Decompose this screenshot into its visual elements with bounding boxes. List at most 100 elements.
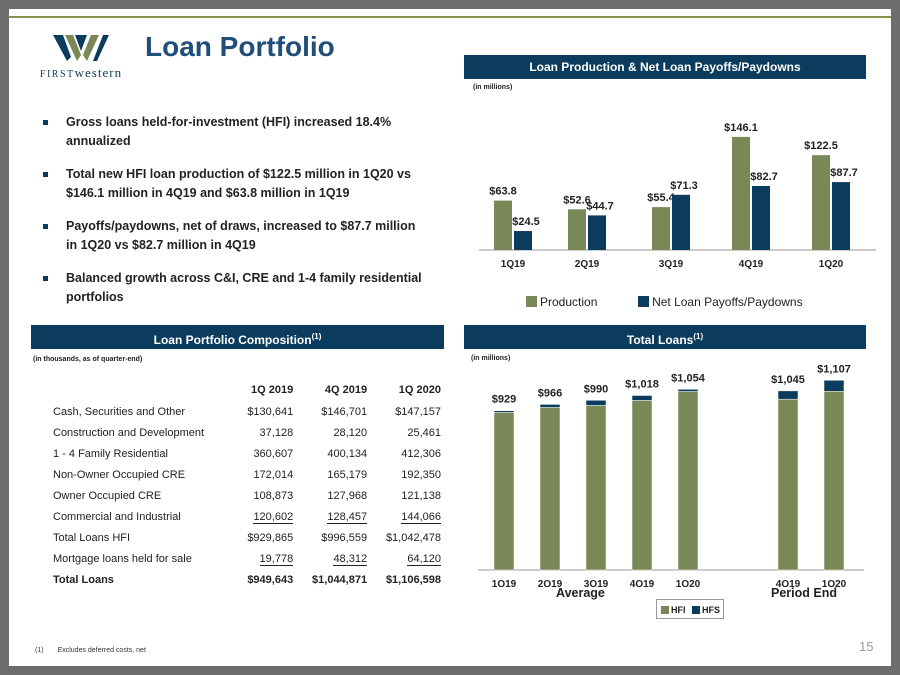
data-label: $24.5 <box>512 216 540 228</box>
total-loans-chart: $929 1Q19 $966 2Q19 $990 3Q19 $1,018 4Q19 $1,054… <box>478 363 864 587</box>
table-cell: 37,128 <box>259 426 294 439</box>
bar-hfs <box>677 389 699 392</box>
page-number: 15 <box>859 639 874 654</box>
legend-swatch-production <box>526 296 537 307</box>
x-tick-label: 4Q19 <box>739 259 764 270</box>
total-loans-legend: HFI HFS <box>656 599 724 619</box>
column-header: 1Q 2020 <box>398 384 441 396</box>
data-label: $55.4 <box>647 192 675 204</box>
bar-production <box>812 155 830 250</box>
bullet-item: Total new HFI loan production of $122.5 … <box>31 165 426 203</box>
bar-hfi <box>677 391 699 571</box>
bar-hfs <box>539 404 561 408</box>
table-cell: 19,778 <box>234 548 296 569</box>
legend-label-payoffs: Net Loan Payoffs/Paydowns <box>652 295 803 309</box>
production-chart: $63.8 $24.5 1Q19 $52.6$44.7 2Q19 $55.4$71.3 3Q… <box>479 122 876 270</box>
bar-hfs <box>777 390 799 400</box>
group-label-average: Average <box>556 586 605 600</box>
table-row: 1 - 4 Family Residential 360,607 400,134 41… <box>31 443 444 464</box>
table-cell: $1,044,871 <box>312 573 368 586</box>
table-row: Cash, Securities and Other $130,641 $146,7… <box>31 401 444 422</box>
production-legend: Production Net Loan Payoffs/Paydowns <box>526 295 803 309</box>
logo: FIRSTwestern <box>25 33 137 89</box>
bullet-square-icon <box>43 120 48 125</box>
table-row: Mortgage loans held for sale 19,778 48,312… <box>31 548 444 569</box>
composition-units: (in thousands, as of quarter-end) <box>33 356 143 363</box>
legend-label-production: Production <box>540 295 598 309</box>
x-tick-label: 1Q20 <box>819 259 844 270</box>
table-cell: 400,134 <box>327 447 368 460</box>
table-row: Total Loans HFI $929,865 $996,559 $1,042,47… <box>31 527 444 548</box>
x-tick-label: 2Q19 <box>575 259 600 270</box>
bullet-item: Payoffs/paydowns, net of draws, increase… <box>31 217 426 255</box>
production-units: (in millions) <box>473 84 513 91</box>
row-label: Cash, Securities and Other <box>53 405 186 418</box>
table-cell: 64,120 <box>370 548 444 569</box>
data-label: $87.7 <box>830 167 858 179</box>
column-header: 4Q 2019 <box>324 384 368 396</box>
row-label: Mortgage loans held for sale <box>53 552 192 565</box>
row-label: Total Loans <box>53 573 114 586</box>
table-cell: 144,066 <box>370 506 444 527</box>
slide: FIRSTwestern Loan Portfolio Gross loans … <box>9 9 891 666</box>
data-label: $63.8 <box>489 186 517 198</box>
bullet-square-icon <box>43 224 48 229</box>
row-label: 1 - 4 Family Residential <box>53 447 168 460</box>
bar-hfs <box>823 380 845 392</box>
x-tick-label: 1Q19 <box>501 259 526 270</box>
data-label: $52.6 <box>563 194 591 206</box>
table-cell: 120,602 <box>234 506 296 527</box>
bullet-item: Balanced growth across C&I, CRE and 1-4 … <box>31 269 426 307</box>
group-label-period-end: Period End <box>771 586 837 600</box>
table-cell: $1,042,478 <box>385 531 441 544</box>
bar-production <box>732 136 750 250</box>
bar-hfi <box>777 398 799 571</box>
data-label: $44.7 <box>586 200 614 212</box>
bar-hfi <box>631 400 653 571</box>
bar-production <box>568 209 586 250</box>
table-cell: 108,873 <box>253 489 294 502</box>
total-label: $1,107 <box>817 363 851 375</box>
table-cell: 48,312 <box>296 548 370 569</box>
table-header-row: 1Q 2019 4Q 2019 1Q 2020 <box>31 379 444 401</box>
table-row: Total Loans $949,643 $1,044,871 $1,106,598 <box>31 569 444 590</box>
x-tick-label: 4Q19 <box>630 579 655 587</box>
bar-payoffs <box>514 231 532 250</box>
table-row: Non-Owner Occupied CRE 172,014 165,179 192,… <box>31 464 444 485</box>
table-cell: 25,461 <box>407 426 441 439</box>
table-row: Owner Occupied CRE 108,873 127,968 121,138 <box>31 485 444 506</box>
bar-production <box>652 207 670 250</box>
table-cell: $146,701 <box>321 405 368 418</box>
data-label: $146.1 <box>724 122 758 134</box>
x-tick-label: 4Q19 <box>776 579 801 587</box>
table-cell: 360,607 <box>253 447 294 460</box>
x-tick-label: 1Q20 <box>676 579 701 587</box>
bar-hfs <box>493 410 515 413</box>
cell-value: 128,457 <box>327 510 368 524</box>
bullet-square-icon <box>43 172 48 177</box>
cell-value: 144,066 <box>401 510 441 524</box>
legend-label-hfi: HFI <box>671 605 686 615</box>
table-row: Construction and Development 37,128 28,120… <box>31 422 444 443</box>
table-cell: $996,559 <box>321 531 368 544</box>
page-title: Loan Portfolio <box>145 31 335 62</box>
total-loans-panel-header: Total Loans(1) <box>464 325 866 349</box>
table-cell: $130,641 <box>247 405 294 418</box>
bar-hfs <box>585 400 607 406</box>
table-cell: 128,457 <box>296 506 370 527</box>
data-label: $71.3 <box>670 180 698 192</box>
table-cell: 28,120 <box>333 426 368 439</box>
x-tick-label: 1Q20 <box>822 579 847 587</box>
table-cell: 127,968 <box>327 489 368 502</box>
table-cell: 165,179 <box>327 468 368 481</box>
bar-hfs <box>631 395 653 401</box>
bar-hfi <box>823 391 845 571</box>
table-cell: $1,106,598 <box>385 573 441 586</box>
total-label: $1,018 <box>625 378 659 390</box>
bullet-item: Gross loans held-for-investment (HFI) in… <box>31 113 426 151</box>
total-label: $966 <box>538 387 562 399</box>
bar-payoffs <box>672 194 690 250</box>
logo-wordmark: FIRSTwestern <box>39 65 123 80</box>
bullet-square-icon <box>43 276 48 281</box>
bar-payoffs <box>752 185 770 250</box>
